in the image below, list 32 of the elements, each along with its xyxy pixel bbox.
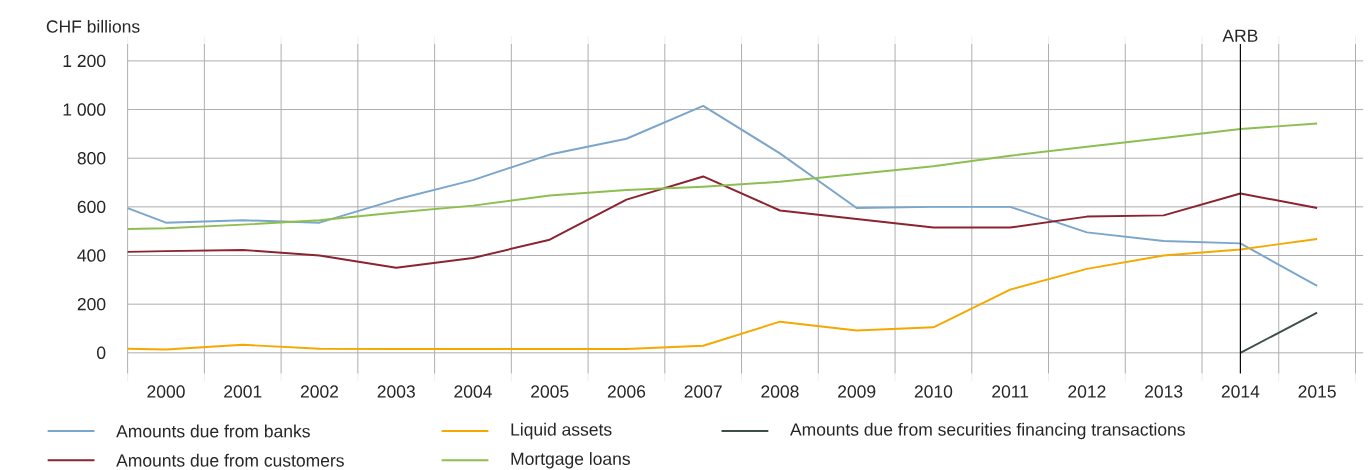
legend-label: Amounts due from banks bbox=[116, 424, 310, 438]
legend-label: Amounts due from securities financing transactions bbox=[790, 422, 1185, 440]
x-tick-label: 2011 bbox=[992, 385, 1029, 398]
x-tick-label: 2005 bbox=[531, 385, 569, 398]
legend-label: Mortgage loans bbox=[511, 452, 630, 469]
y-axis-title: CHF billions bbox=[46, 19, 140, 33]
x-tick-label: 2014 bbox=[1221, 385, 1260, 398]
x-tick-label: 2001 bbox=[224, 385, 262, 398]
x-tick-label: 2015 bbox=[1298, 385, 1336, 398]
legend-label: Amounts due from customers bbox=[116, 453, 344, 467]
y-tick-label: 600 bbox=[77, 200, 106, 214]
y-tick-label: 400 bbox=[77, 249, 106, 262]
y-tick-label: 200 bbox=[77, 297, 106, 311]
x-tick-label: 2007 bbox=[684, 385, 722, 398]
x-tick-label: 2009 bbox=[838, 385, 876, 398]
y-tick-label: 1 200 bbox=[63, 54, 106, 68]
y-tick-label: 1 000 bbox=[63, 103, 106, 116]
legend-label: Liquid assets bbox=[511, 422, 612, 440]
y-tick-label: 0 bbox=[97, 346, 106, 359]
x-tick-label: 2003 bbox=[377, 385, 415, 398]
ref-line-label: ARB bbox=[1222, 29, 1258, 42]
line-series bbox=[126, 122, 1319, 230]
x-tick-label: 2004 bbox=[454, 385, 492, 398]
x-tick-label: 2002 bbox=[300, 385, 339, 398]
x-tick-label: 2012 bbox=[1068, 385, 1106, 398]
x-tick-label: 2006 bbox=[607, 385, 646, 398]
x-tick-label: 2000 bbox=[147, 385, 185, 398]
y-tick-label: 800 bbox=[77, 151, 106, 165]
x-tick-label: 2010 bbox=[914, 385, 953, 398]
x-tick-label: 2008 bbox=[761, 385, 799, 398]
x-tick-label: 2013 bbox=[1145, 385, 1183, 398]
line-series bbox=[126, 104, 1319, 287]
